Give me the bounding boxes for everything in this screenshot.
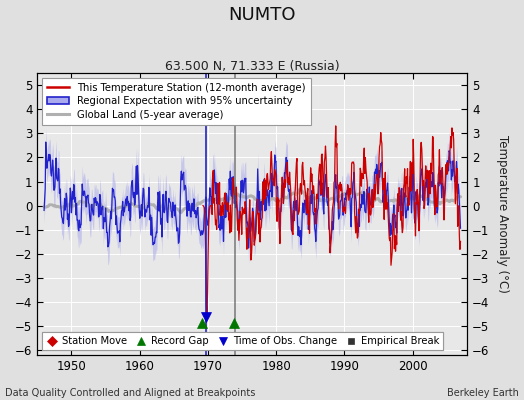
Title: 63.500 N, 71.333 E (Russia): 63.500 N, 71.333 E (Russia) (165, 60, 340, 73)
Legend: Station Move, Record Gap, Time of Obs. Change, Empirical Break: Station Move, Record Gap, Time of Obs. C… (42, 332, 443, 350)
Y-axis label: Temperature Anomaly (°C): Temperature Anomaly (°C) (496, 135, 509, 293)
Text: Berkeley Earth: Berkeley Earth (447, 388, 519, 398)
Text: NUMTO: NUMTO (228, 6, 296, 24)
Text: Data Quality Controlled and Aligned at Breakpoints: Data Quality Controlled and Aligned at B… (5, 388, 256, 398)
